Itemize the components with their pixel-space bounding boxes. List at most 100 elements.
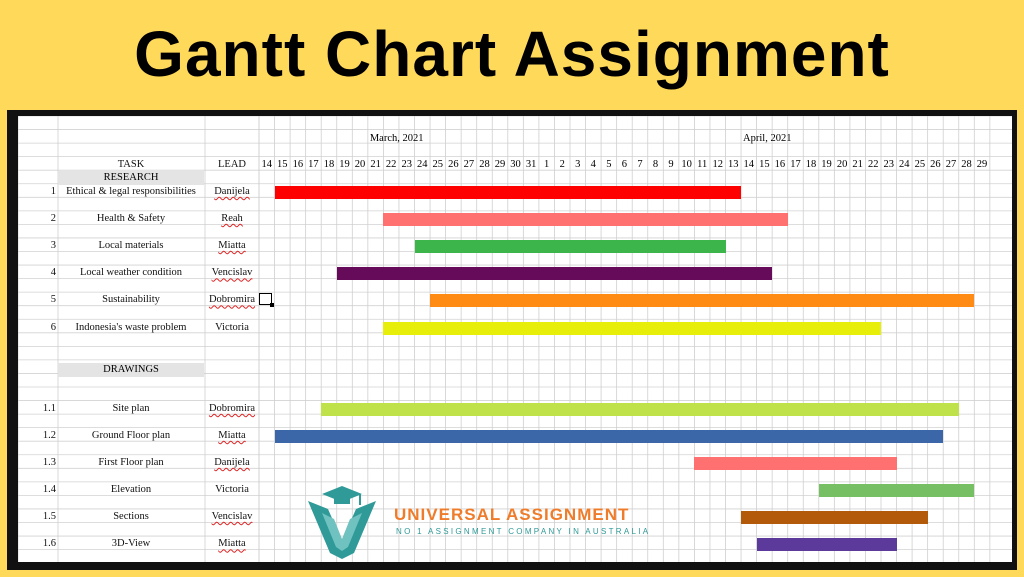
day-label: 18: [323, 159, 335, 170]
day-label: 17: [790, 159, 801, 170]
task-name: Sections: [113, 511, 149, 523]
task-name: 3D-View: [111, 538, 151, 550]
task-name: Local materials: [98, 240, 164, 252]
task-id: 1.5: [42, 511, 56, 523]
day-label: 20: [836, 159, 848, 170]
gantt-bar: [274, 429, 944, 443]
month-label: March, 2021: [369, 133, 424, 144]
day-label: 20: [354, 159, 366, 170]
gantt-bar: [336, 267, 773, 281]
month-label: April, 2021: [743, 133, 792, 144]
day-label: 10: [681, 159, 692, 170]
day-label: 21: [852, 159, 863, 170]
gantt-bar: [741, 511, 928, 525]
task-name: Ethical & legal responsibilities: [66, 186, 196, 197]
spreadsheet: TASK LEAD March, 2021 April, 2021 14 15 16 1…: [18, 116, 1012, 562]
day-label: 27: [463, 159, 475, 170]
day-label: 19: [339, 159, 350, 170]
task-lead: Vencislav: [211, 267, 253, 279]
task-id: 1.3: [42, 457, 56, 468]
task-id: 6: [50, 321, 56, 333]
page-title: Gantt Chart Assignment: [134, 18, 890, 90]
task-name: Site plan: [112, 402, 150, 414]
gantt-bar: [818, 484, 975, 498]
task-id: 1.1: [42, 402, 56, 414]
task-name: Sustainability: [102, 294, 160, 306]
fill-handle[interactable]: [270, 303, 274, 307]
day-label: 3: [575, 159, 581, 170]
title-banner: Gantt Chart Assignment: [0, 0, 1024, 110]
day-label: 16: [292, 159, 304, 170]
selected-cell[interactable]: [259, 293, 272, 305]
day-label: 29: [494, 159, 506, 170]
task-id: 3: [50, 240, 56, 252]
day-label: 2: [559, 159, 565, 170]
day-label: 28: [961, 159, 972, 170]
day-label: 22: [867, 159, 879, 170]
lead-column-header: LEAD: [218, 159, 246, 170]
logo-mark: [308, 486, 376, 559]
logo-tagline: NO 1 ASSIGNMENT COMPANY IN AUSTRALIA: [396, 527, 651, 536]
section-header: RESEARCH: [58, 171, 204, 185]
task-id: 1.6: [42, 538, 56, 550]
day-label: 12: [712, 159, 723, 170]
day-label: 4: [590, 159, 596, 170]
task-name: Elevation: [110, 484, 152, 496]
day-label: 14: [743, 159, 755, 170]
task-lead: Miatta: [218, 429, 246, 441]
gantt-bar: [383, 213, 788, 227]
task-column-header: TASK: [117, 159, 145, 170]
day-label: 8: [652, 159, 659, 170]
gantt-bar: [694, 457, 897, 470]
task-id: 5: [50, 294, 56, 306]
day-label: 9: [668, 159, 674, 170]
day-label: 6: [621, 159, 628, 170]
task-lead: Dobromira: [208, 294, 256, 306]
day-label: 31: [525, 159, 537, 170]
task-id: 4: [50, 267, 56, 279]
day-label: 25: [914, 159, 926, 170]
task-lead: Miatta: [218, 538, 246, 550]
day-label: 18: [805, 159, 817, 170]
task-lead: Dobromira: [208, 402, 256, 414]
day-label: 24: [899, 159, 910, 170]
day-label: 25: [432, 159, 444, 170]
task-id: 1.4: [42, 484, 56, 496]
day-label: 30: [510, 159, 521, 170]
day-label: 16: [774, 159, 786, 170]
day-label: 28: [479, 159, 490, 170]
gantt-bar: [383, 321, 881, 335]
day-label: 19: [821, 159, 832, 170]
gantt-bar: [756, 538, 897, 552]
task-lead: Vencislav: [211, 511, 253, 523]
gantt-bar: [321, 402, 959, 416]
task-name: Indonesia's waste problem: [75, 321, 187, 333]
day-label: 11: [697, 159, 708, 170]
task-lead: Victoria: [215, 321, 249, 333]
task-id: 1: [50, 186, 56, 197]
day-label: 1: [544, 159, 550, 170]
graduation-cap-icon: [322, 486, 362, 505]
day-label: 17: [308, 159, 319, 170]
day-label: 26: [930, 159, 941, 170]
day-label: 7: [637, 159, 643, 170]
task-lead: Danijela: [214, 457, 250, 468]
day-label: 23: [883, 159, 895, 170]
task-lead: Reah: [221, 213, 243, 225]
day-label: 22: [385, 159, 397, 170]
task-lead: Victoria: [215, 484, 249, 496]
task-name: Health & Safety: [96, 213, 166, 225]
day-label: 26: [448, 159, 459, 170]
day-label: 13: [728, 159, 739, 170]
day-label: 27: [945, 159, 957, 170]
day-label: 14: [261, 159, 273, 170]
gantt-bar: [430, 294, 975, 308]
day-label: 29: [976, 159, 988, 170]
day-label: 24: [417, 159, 428, 170]
task-name: Local weather condition: [79, 267, 183, 279]
day-label: 15: [759, 159, 770, 170]
day-label: 15: [277, 159, 288, 170]
checkmark-shield-icon: [308, 501, 376, 559]
task-id: 1.2: [42, 429, 56, 441]
gantt-bar: [274, 186, 742, 199]
